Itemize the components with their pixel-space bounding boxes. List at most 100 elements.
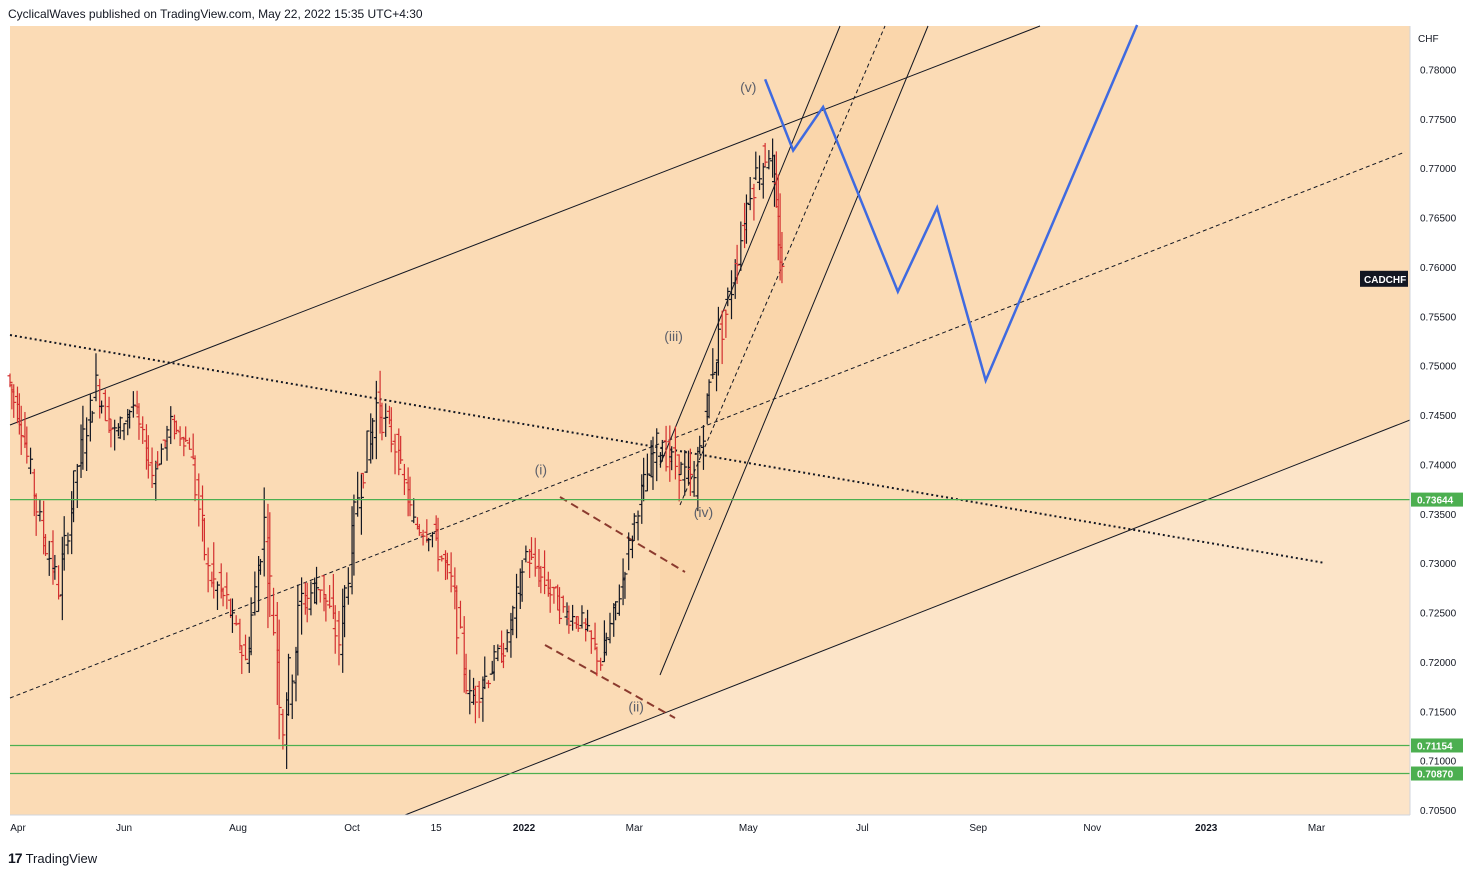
ohlc-bar bbox=[504, 629, 510, 653]
ohlc-bar bbox=[757, 155, 763, 191]
ohlc-bar bbox=[444, 552, 450, 580]
ohlc-bar bbox=[669, 446, 675, 471]
currency-label: CHF bbox=[1418, 34, 1439, 45]
ohlc-bar bbox=[164, 425, 170, 461]
ohlc-bar bbox=[476, 681, 482, 719]
wave-label: (i) bbox=[535, 461, 547, 477]
ohlc-bar bbox=[102, 389, 108, 422]
level-price-badge bbox=[1411, 492, 1463, 507]
ohlc-bar bbox=[491, 645, 497, 681]
ohlc-bar bbox=[304, 582, 310, 623]
ohlc-bar bbox=[687, 448, 693, 496]
ohlc-bar bbox=[527, 548, 533, 578]
ohlc-bar bbox=[108, 418, 114, 448]
publisher-text: CyclicalWaves published on TradingView.c… bbox=[8, 7, 423, 21]
ohlc-bar bbox=[644, 453, 650, 492]
ohlc-bar bbox=[87, 394, 93, 442]
ohlc-bar bbox=[93, 353, 99, 402]
y-tick-label: 0.72500 bbox=[1420, 609, 1457, 620]
ohlc-bar bbox=[519, 559, 525, 602]
ohlc-bar bbox=[267, 512, 273, 618]
price-axis-bg bbox=[1410, 26, 1478, 815]
ohlc-bar bbox=[635, 510, 641, 541]
ohlc-bar bbox=[448, 552, 454, 593]
ohlc-bar bbox=[743, 194, 749, 244]
y-tick-label: 0.71500 bbox=[1420, 707, 1457, 718]
wave-label: (ii) bbox=[628, 698, 644, 714]
ohlc-bar bbox=[117, 416, 123, 439]
ohlc-bar bbox=[500, 642, 506, 669]
level-price-badge bbox=[1411, 766, 1463, 781]
x-tick-label: Oct bbox=[344, 823, 360, 834]
ohlc-bar bbox=[706, 379, 712, 419]
ohlc-bar bbox=[168, 406, 174, 445]
ohlc-bar bbox=[570, 604, 576, 631]
ohlc-bar bbox=[407, 476, 413, 517]
ohlc-bar bbox=[585, 609, 591, 632]
wave-label: (iii) bbox=[664, 328, 683, 344]
ohlc-bar bbox=[358, 474, 364, 535]
y-tick-label: 0.73500 bbox=[1420, 510, 1457, 521]
ohlc-bar bbox=[766, 150, 772, 170]
y-tick-label: 0.74000 bbox=[1420, 460, 1457, 471]
ohlc-bar bbox=[140, 416, 146, 444]
ohlc-bar bbox=[112, 419, 118, 451]
y-tick-label: 0.78000 bbox=[1420, 65, 1457, 76]
ohlc-bar bbox=[598, 657, 604, 671]
ohlc-bar bbox=[510, 605, 516, 636]
ohlc-bar bbox=[401, 463, 407, 496]
tradingview-brand: TradingView bbox=[25, 850, 98, 866]
ohlc-bar bbox=[663, 425, 669, 472]
y-tick-label: 0.75000 bbox=[1420, 362, 1457, 373]
ohlc-bar bbox=[738, 221, 744, 271]
ohlc-bar bbox=[691, 460, 697, 497]
ohlc-bar bbox=[65, 532, 71, 555]
ohlc-bar bbox=[682, 450, 688, 496]
ohlc-bar bbox=[616, 584, 622, 616]
ohlc-bar bbox=[286, 653, 292, 716]
ohlc-bar bbox=[429, 531, 435, 548]
x-tick-label: Sep bbox=[969, 823, 987, 834]
ohlc-bar bbox=[136, 403, 142, 440]
ohlc-bar bbox=[725, 287, 731, 307]
tradingview-logo[interactable]: 17 TradingView bbox=[8, 850, 97, 866]
ohlc-bar bbox=[243, 634, 249, 661]
ohlc-bar bbox=[603, 632, 609, 656]
publisher-bar: CyclicalWaves published on TradingView.c… bbox=[0, 0, 1478, 26]
ohlc-bar bbox=[538, 565, 544, 594]
ohlc-bar bbox=[289, 674, 295, 720]
ohlc-bar bbox=[43, 534, 49, 557]
ohlc-bar bbox=[11, 384, 17, 418]
ohlc-bar bbox=[224, 572, 230, 610]
ohlc-bar bbox=[695, 446, 701, 512]
ohlc-bar bbox=[760, 162, 766, 199]
y-tick-label: 0.77000 bbox=[1420, 164, 1457, 175]
ohlc-bar bbox=[613, 601, 619, 621]
projection-line bbox=[763, 24, 1139, 385]
horizontal-levels bbox=[10, 498, 1410, 775]
ohlc-bar bbox=[89, 410, 95, 423]
ohlc-bar bbox=[392, 433, 398, 475]
ohlc-bar bbox=[398, 435, 404, 464]
wave-labels: (i) (ii) (iii) (iv) (v) bbox=[535, 79, 757, 714]
ohlc-bar bbox=[200, 485, 206, 542]
symbol-label: CADCHF bbox=[1364, 275, 1406, 286]
ohlc-bar bbox=[426, 537, 432, 552]
ohlc-bar bbox=[622, 571, 628, 599]
x-tick-label: Mar bbox=[626, 823, 644, 834]
x-tick-label: Mar bbox=[1308, 823, 1326, 834]
ohlc-bar bbox=[697, 435, 703, 454]
ohlc-bar bbox=[205, 547, 211, 593]
ohlc-bar bbox=[676, 454, 682, 502]
ohlc-bar bbox=[435, 517, 441, 572]
ohlc-bar bbox=[201, 517, 207, 561]
ohlc-bar bbox=[308, 581, 314, 616]
y-tick-label: 0.77500 bbox=[1420, 115, 1457, 126]
chart-drawings bbox=[9, 25, 1411, 816]
ohlc-bar bbox=[239, 645, 245, 675]
ohlc-bar bbox=[779, 231, 785, 284]
level-price-label: 0.71154 bbox=[1417, 741, 1453, 752]
ohlc-bar bbox=[229, 598, 235, 633]
ohlc-bar bbox=[127, 409, 133, 429]
